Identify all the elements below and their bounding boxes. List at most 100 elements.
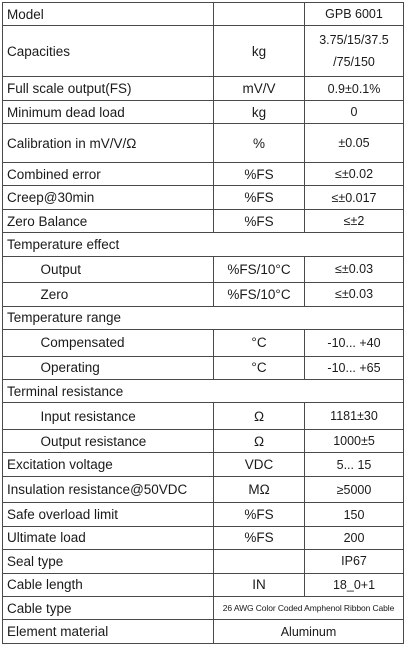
value-cell: Aluminum [213,619,404,644]
value-cell: 1181±30 [304,402,404,430]
table-row: Minimum dead load kg 0 [2,99,404,125]
spec-table: Model GPB 6001 Capacities kg 3.75/15/37.5/75… [2,1,404,644]
parameter-label: Capacities [2,25,214,78]
value-cell: ±0.05 [304,123,404,163]
table-row: Calibration in mV/V/Ω% ±0.05 [2,123,404,163]
unit-cell: mV/V [213,76,305,101]
indent-cell [2,428,37,454]
unit-cell: %FS [213,525,305,551]
table-row: Combined error %FS ≤±0.02 [2,161,404,187]
value-cell: ≤±0.03 [304,255,404,284]
indent-cell [2,282,37,307]
table-row: Capacities kg 3.75/15/37.5/75/150 [2,25,404,78]
value-cell: -10... +40 [304,329,404,357]
table-row: Compensated °C -10... +40 [2,329,404,357]
unit-cell: kg [213,25,305,78]
unit-cell: VDC [213,452,305,477]
indent-cell [2,402,37,430]
value-cell: ≥5000 [304,475,404,504]
table-row: Safe overload limit %FS 150 [2,502,404,527]
spec-table-body: Model GPB 6001 Capacities kg 3.75/15/37.5/75… [2,1,404,644]
group-label: Terminal resistance [2,379,404,404]
indent-cell [2,355,37,381]
sub-parameter-label: Compensated [36,329,214,357]
table-row: Insulation resistance@50VDC MΩ ≥5000 [2,475,404,504]
value-cell: 200 [304,525,404,551]
unit-cell [213,549,305,574]
table-row: Full scale output(FS) mV/V 0.9±0.1% [2,76,404,101]
value-line: 3.75/15/37.5 [319,33,389,48]
table-row: Creep@30min %FS ≤±0.017 [2,185,404,210]
value-cell: IP67 [304,549,404,574]
value-cell: 1000±5 [304,428,404,454]
value-cell: ≤±0.03 [304,282,404,307]
table-row: Cable length IN 18_0+1 [2,572,404,598]
parameter-label: Insulation resistance@50VDC [2,475,214,504]
unit-cell: IN [213,572,305,598]
table-row: Zero %FS/10°C ≤±0.03 [2,282,404,307]
table-row: Temperature range [2,305,404,331]
sub-parameter-label: Output resistance [36,428,214,454]
value-cell: GPB 6001 [304,1,404,27]
table-row: Zero Balance %FS ≤±2 [2,208,404,234]
parameter-label: Calibration in mV/V/Ω [2,123,214,163]
parameter-label: Element material [2,619,214,644]
table-row: Excitation voltage VDC 5... 15 [2,452,404,477]
parameter-label: Excitation voltage [2,452,214,477]
unit-cell: %FS/10°C [213,282,305,307]
unit-cell [213,1,305,27]
table-row: Ultimate load %FS 200 [2,525,404,551]
value-cell: ≤±2 [304,208,404,234]
indent-cell [2,329,37,357]
table-row: Operating °C -10... +65 [2,355,404,381]
value-cell: 0 [304,99,404,125]
unit-cell: %FS [213,161,305,187]
unit-cell: %FS [213,185,305,210]
parameter-label: Zero Balance [2,208,214,234]
table-row: Seal type IP67 [2,549,404,574]
parameter-label: Safe overload limit [2,502,214,527]
unit-cell: Ω [213,402,305,430]
unit-cell: %FS [213,502,305,527]
table-row: Temperature effect [2,232,404,257]
table-row: Terminal resistance [2,379,404,404]
unit-cell: %FS/10°C [213,255,305,284]
table-row: Output resistance Ω 1000±5 [2,428,404,454]
group-label: Temperature range [2,305,404,331]
parameter-label: Minimum dead load [2,99,214,125]
sub-parameter-label: Operating [36,355,214,381]
unit-cell: % [213,123,305,163]
parameter-label: Seal type [2,549,214,574]
table-row: Output %FS/10°C ≤±0.03 [2,255,404,284]
unit-cell: Ω [213,428,305,454]
value-cell: 18_0+1 [304,572,404,598]
unit-cell: MΩ [213,475,305,504]
unit-cell: %FS [213,208,305,234]
value-cell: ≤±0.02 [304,161,404,187]
parameter-label: Cable type [2,596,214,621]
table-row: Input resistance Ω 1181±30 [2,402,404,430]
value-cell: 26 AWG Color Coded Amphenol Ribbon Cable [213,596,404,621]
table-row: Cable type 26 AWG Color Coded Amphenol Ri… [2,596,404,621]
value-cell: 5... 15 [304,452,404,477]
table-row: Model GPB 6001 [2,1,404,27]
value-cell: 3.75/15/37.5/75/150 [304,25,404,78]
table-row: Element material Aluminum [2,619,404,644]
group-label: Temperature effect [2,232,404,257]
indent-cell [2,255,37,284]
parameter-label: Cable length [2,572,214,598]
sub-parameter-label: Zero [36,282,214,307]
unit-cell: °C [213,329,305,357]
parameter-label: Full scale output(FS) [2,76,214,101]
parameter-label: Creep@30min [2,185,214,210]
value-cell: 150 [304,502,404,527]
sub-parameter-label: Input resistance [36,402,214,430]
parameter-label: Combined error [2,161,214,187]
value-cell: 0.9±0.1% [304,76,404,101]
unit-cell: °C [213,355,305,381]
parameter-label: Ultimate load [2,525,214,551]
value-cell: -10... +65 [304,355,404,381]
unit-cell: kg [213,99,305,125]
value-line: /75/150 [333,55,375,70]
value-cell: ≤±0.017 [304,185,404,210]
